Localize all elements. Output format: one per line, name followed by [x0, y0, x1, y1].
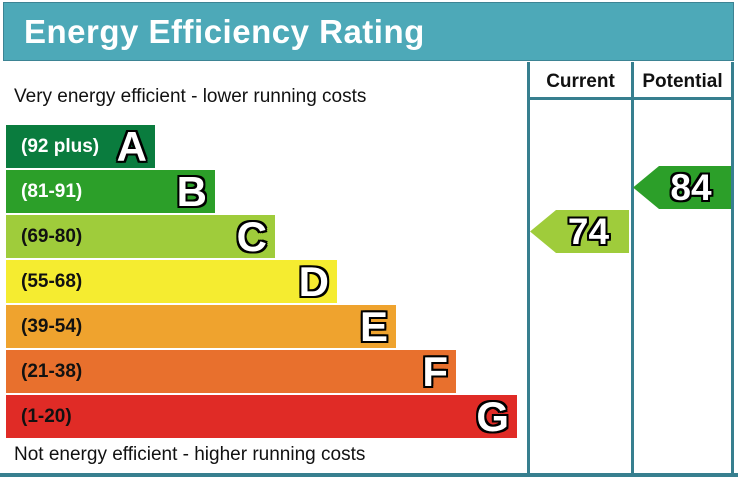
band-range-label: (81-91)	[21, 180, 83, 202]
band-row-g: (1-20) G	[6, 395, 517, 438]
bottom-caption: Not energy efficient - higher running co…	[14, 444, 366, 465]
band-range-label: (69-80)	[21, 225, 83, 247]
band-bar-f: (21-38) F	[6, 350, 456, 393]
column-header-underline	[527, 97, 734, 100]
band-row-e: (39-54) E	[6, 305, 396, 348]
band-letter: E	[359, 303, 388, 350]
band-row-d: (55-68) D	[6, 260, 337, 303]
current-rating-value: 74	[567, 210, 610, 252]
band-letter: C	[236, 213, 267, 260]
potential-rating-value: 84	[670, 166, 712, 208]
band-row-c: (69-80) C	[6, 215, 275, 258]
band-letter: B	[176, 168, 207, 215]
band-range-label: (55-68)	[21, 270, 83, 292]
band-row-f: (21-38) F	[6, 350, 456, 393]
band-letter: F	[422, 348, 448, 395]
top-caption: Very energy efficient - lower running co…	[14, 86, 367, 107]
current-column-header: Current	[546, 71, 615, 92]
potential-column-header: Potential	[642, 71, 723, 92]
band-letter: G	[476, 393, 509, 440]
band-bar-b: (81-91) B	[6, 170, 215, 213]
title-banner: Energy Efficiency Rating	[3, 2, 734, 61]
band-bar-g: (1-20) G	[6, 395, 517, 438]
band-row-b: (81-91) B	[6, 170, 215, 213]
band-bar-c: (69-80) C	[6, 215, 275, 258]
current-rating-arrow: 74	[530, 210, 629, 253]
band-bar-a: (92 plus) A	[6, 125, 155, 168]
potential-rating-arrow: 84	[633, 166, 731, 209]
current-column-divider	[527, 62, 530, 477]
band-row-a: (92 plus) A	[6, 125, 155, 168]
band-bar-d: (55-68) D	[6, 260, 337, 303]
potential-column-divider	[631, 62, 634, 477]
band-bar-e: (39-54) E	[6, 305, 396, 348]
band-range-label: (21-38)	[21, 360, 83, 382]
band-range-label: (92 plus)	[21, 135, 100, 157]
band-range-label: (1-20)	[21, 405, 72, 427]
band-letter: D	[298, 258, 329, 305]
band-range-label: (39-54)	[21, 315, 83, 337]
band-letter: A	[116, 123, 147, 170]
page-title: Energy Efficiency Rating	[24, 12, 425, 50]
chart-right-border	[731, 62, 734, 477]
chart-bottom-border	[0, 473, 738, 477]
